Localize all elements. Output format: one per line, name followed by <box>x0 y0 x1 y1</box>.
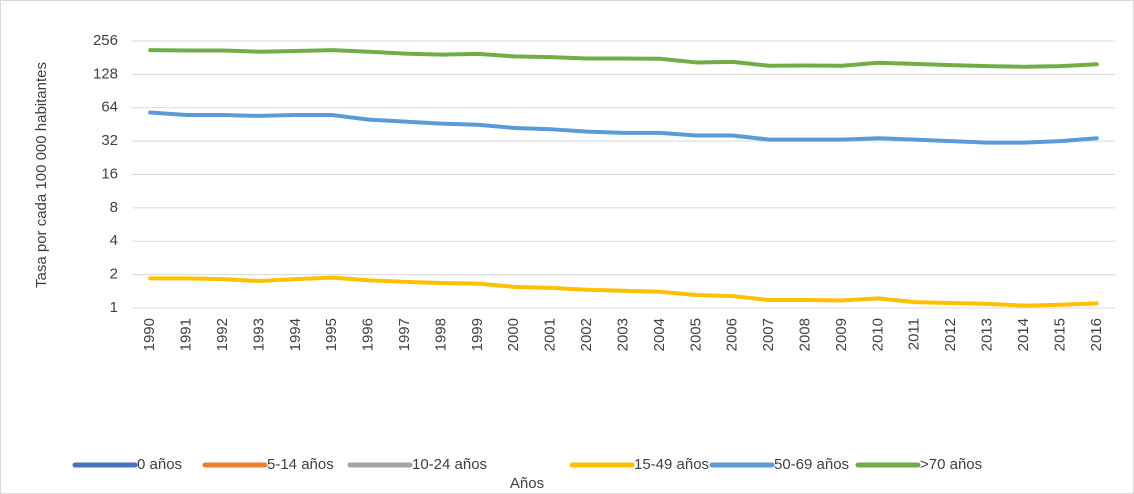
x-tick-label: 1997 <box>396 318 413 351</box>
x-tick-label: 2009 <box>833 318 850 351</box>
x-tick-label: 1990 <box>141 318 158 351</box>
x-tick-label: 2004 <box>651 318 668 351</box>
x-tick-label: 2002 <box>578 318 595 351</box>
x-tick-label: 2011 <box>906 318 923 350</box>
x-tick-label: 2014 <box>1015 318 1032 351</box>
y-tick-label: 8 <box>110 199 118 216</box>
y-axis-label: Tasa por cada 100 000 habitantes <box>33 62 50 288</box>
x-tick-label: 2001 <box>542 318 559 351</box>
legend-label: 10-24 años <box>412 456 487 473</box>
y-tick-label: 16 <box>101 165 118 182</box>
legend-label: >70 años <box>920 456 982 473</box>
x-tick-label: 2003 <box>614 318 631 351</box>
x-tick-label: 2012 <box>942 318 959 351</box>
x-tick-label: 2000 <box>505 318 522 351</box>
x-tick-label: 2016 <box>1088 318 1105 351</box>
series-line <box>148 48 1099 69</box>
x-tick-label: 1998 <box>432 318 449 351</box>
x-tick-label: 2007 <box>760 318 777 351</box>
x-tick-label: 1999 <box>469 318 486 351</box>
y-tick-label: 64 <box>101 99 118 116</box>
legend-label: 15-49 años <box>634 456 709 473</box>
legend-label: 5-14 años <box>267 456 334 473</box>
y-tick-label: 1 <box>110 299 118 316</box>
x-tick-label: 1994 <box>287 318 304 351</box>
y-tick-label: 32 <box>101 132 118 149</box>
series-line <box>148 110 1099 145</box>
x-tick-label: 1992 <box>214 318 231 351</box>
x-tick-label: 2010 <box>869 318 886 351</box>
x-tick-label: 1995 <box>323 318 340 351</box>
x-tick-label: 2015 <box>1051 318 1068 351</box>
x-tick-label: 2008 <box>797 318 814 351</box>
x-axis-label: Años <box>510 475 544 492</box>
x-tick-label: 2013 <box>979 318 996 351</box>
x-tick-label: 2005 <box>687 318 704 351</box>
y-tick-label: 128 <box>93 65 118 82</box>
y-tick-label: 256 <box>93 32 118 49</box>
x-tick-label: 1991 <box>178 318 195 351</box>
legend-label: 50-69 años <box>774 456 849 473</box>
legend-label: 0 años <box>137 456 182 473</box>
x-tick-label: 1996 <box>360 318 377 351</box>
x-tick-label: 1993 <box>250 318 267 351</box>
y-tick-label: 2 <box>110 266 118 283</box>
y-tick-label: 4 <box>110 232 118 249</box>
x-tick-label: 2006 <box>724 318 741 351</box>
series-line <box>148 275 1099 308</box>
